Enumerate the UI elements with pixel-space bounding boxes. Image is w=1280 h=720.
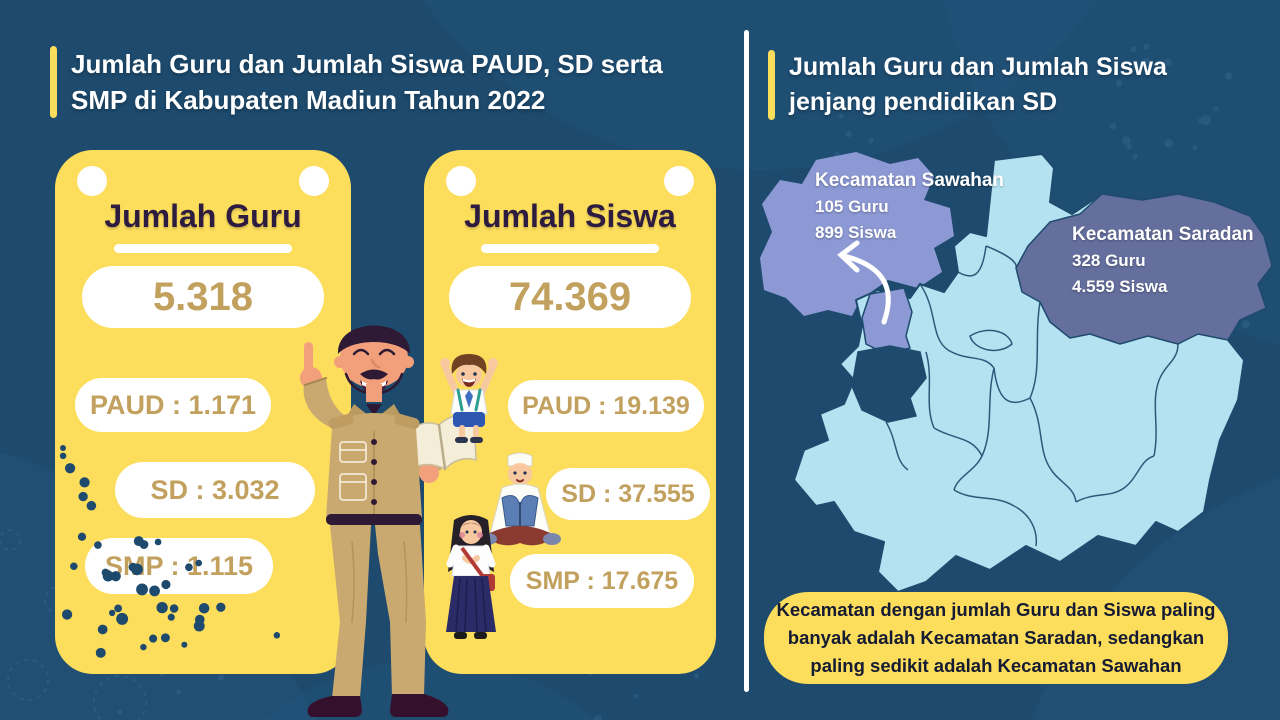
card-hole-icon [299,166,329,196]
saradan-siswa: 4.559 Siswa [1072,277,1168,296]
sawahan-siswa: 899 Siswa [815,223,897,242]
card-hole-icon [446,166,476,196]
card-hole-icon [664,166,694,196]
sawahan-name: Kecamatan Sawahan [815,170,1005,191]
right-section-title: Jumlah Guru dan Jumlah Siswa jenjang pen… [768,50,1230,120]
guru-paud-pill: PAUD : 1.171 [75,378,271,432]
siswa-sd-pill: SD : 37.555 [546,468,710,520]
guru-card-title: Jumlah Guru [104,198,302,234]
right-title-text: Jumlah Guru dan Jumlah Siswa jenjang pen… [789,53,1167,116]
card-underline [114,244,292,253]
left-title-text: Jumlah Guru dan Jumlah Siswa PAUD, SD se… [71,49,663,115]
title-accent-bar [768,50,775,120]
reading-boy-illustration [479,452,561,546]
kabupaten-madiun-map [760,152,1273,593]
saradan-label: Kecamatan Saradan 328 Guru 4.559 Siswa [1072,222,1254,300]
siswa-card-title: Jumlah Siswa [464,198,676,234]
siswa-paud-pill: PAUD : 19.139 [508,380,704,432]
cheering-boy-illustration [440,354,498,443]
saradan-guru: 328 Guru [1072,251,1146,270]
siswa-total-value: 74.369 [449,266,691,328]
sawahan-guru: 105 Guru [815,197,889,216]
map-region-enclave [851,345,927,423]
section-divider [744,30,749,692]
map-region-sawahan-small [861,287,913,355]
guru-smp-pill: SMP : 1.115 [85,538,273,594]
siswa-smp-pill: SMP : 17.675 [510,554,694,608]
card-hole-icon [77,166,107,196]
saradan-name: Kecamatan Saradan [1072,224,1254,245]
left-section-title: Jumlah Guru dan Jumlah Siswa PAUD, SD se… [50,46,706,118]
map-region-sawahan-enlarged [760,152,954,316]
card-underline [481,244,659,253]
map-region-saradan [1015,193,1273,345]
teacher-illustration [300,325,477,717]
guru-sd-pill: SD : 3.032 [115,462,315,518]
conclusion-text: Kecamatan dengan jumlah Guru dan Siswa p… [776,599,1216,676]
arrow-icon [837,240,891,325]
sawahan-label: Kecamatan Sawahan 105 Guru 899 Siswa [815,168,1004,246]
title-accent-bar [50,46,57,118]
guru-total-value: 5.318 [82,266,324,328]
schoolgirl-illustration [446,515,496,639]
conclusion-note: Kecamatan dengan jumlah Guru dan Siswa p… [764,592,1228,684]
